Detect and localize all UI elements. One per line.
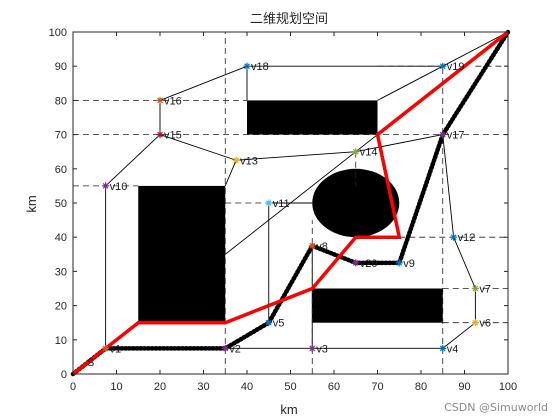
vertex-label: v12 [458,232,476,244]
start-label: S [87,357,94,369]
obstacle-rect [312,288,443,323]
graph-edge-line [377,65,443,101]
vertex-marker [102,182,110,190]
vertex-label: v8 [316,241,328,253]
vertex-marker [308,242,316,250]
vertex-marker [352,259,360,267]
graph-edge-line [236,151,356,161]
vertex-label: v7 [479,284,491,296]
y-axis-label: km [24,195,39,212]
y-tick-label: 20 [55,301,67,313]
vertex-label: v17 [447,130,465,142]
vertex-marker [232,156,240,164]
x-tick-label: 40 [241,381,253,393]
vertex-marker [450,233,458,241]
optimal-path-red [71,30,510,376]
x-tick-label: 0 [70,381,76,393]
x-tick-label: 10 [110,381,122,393]
graph-edge-line [453,237,476,289]
vertex-marker [243,62,251,70]
x-tick-label: 60 [328,381,340,393]
y-tick-label: 0 [61,369,67,381]
vertex-marker [265,319,273,327]
chart-title: 二维规划空间 [250,12,328,27]
y-tick-label: 80 [55,95,67,107]
graph-edge-line [355,134,443,153]
obstacle-ellipse [312,168,400,238]
vertex-label: v16 [164,95,182,107]
vertex-marker [308,344,316,352]
y-tick-label: 10 [55,335,67,347]
vertex-label: v15 [164,130,182,142]
vertex-label: v19 [447,61,465,73]
vertex-label: v6 [479,318,491,330]
y-tick-label: 90 [55,61,67,73]
graph-edge-line [105,134,161,187]
x-axis-label: km [280,402,297,417]
vertex-label: v4 [447,343,459,355]
graph-edge-line [159,65,248,101]
x-tick-label: 70 [371,381,383,393]
vertex-marker [471,319,479,327]
vertex-label: v13 [240,155,258,167]
vertex-marker [265,199,273,207]
x-tick-label: 80 [415,381,427,393]
obstacle-rect [247,100,378,135]
vertex-marker [156,131,164,139]
plot-area: Sv1 v2 v3 v4 v5 v6 v7 v8 v9 v10 v11 v12 v13 v14 v15 v16… [49,27,518,393]
vertex-marker [352,148,360,156]
vertex-label: v18 [251,61,269,73]
vertex-label: v14 [360,147,378,159]
vertex-label: v5 [273,318,285,330]
y-tick-label: 60 [55,164,67,176]
y-tick-label: 30 [55,266,67,278]
graph-edge-line [442,322,476,349]
x-tick-label: 100 [499,381,517,393]
watermark-text: CSDN @Simuworld [444,401,548,414]
vertex-marker [439,62,447,70]
vertex-label: v1 [110,343,122,355]
graph-edge-line [224,160,237,187]
y-tick-label: 50 [55,198,67,210]
vertex-marker [156,96,164,104]
graph-edge-line [442,31,509,67]
vertex-label: v2 [229,343,241,355]
vertex-marker [221,344,229,352]
vertex-label: v3 [316,343,328,355]
vertex-label: v9 [403,258,415,270]
x-tick-label: 20 [154,381,166,393]
graph-edge-line [442,134,455,238]
graph-edge-line [159,134,237,161]
x-tick-label: 30 [197,381,209,393]
y-tick-label: 40 [55,232,67,244]
vertex-marker [102,344,110,352]
vertex-marker [395,259,403,267]
vertex-marker [439,131,447,139]
vertex-label: v20 [360,258,378,270]
x-tick-label: 90 [458,381,470,393]
vertex-label: v11 [273,198,290,210]
y-tick-label: 100 [49,27,67,39]
x-tick-label: 50 [284,381,296,393]
vertex-marker [439,344,447,352]
y-tick-label: 70 [55,130,67,142]
vertex-label: v10 [110,181,128,193]
obstacle-rect [138,185,226,323]
vertex-marker [471,285,479,292]
